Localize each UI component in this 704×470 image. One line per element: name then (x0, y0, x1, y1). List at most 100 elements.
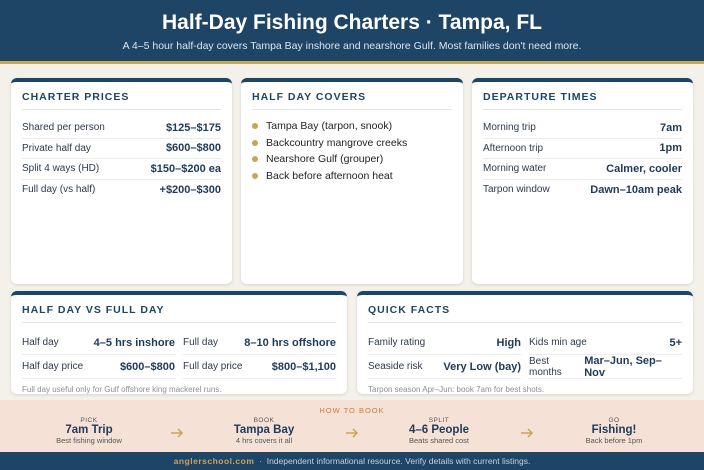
label: Afternoon trip (483, 142, 544, 154)
card-title: HALF DAY COVERS (252, 91, 452, 110)
label: Private half day (22, 142, 91, 154)
value: Calmer, cooler (606, 162, 682, 175)
value: Very Low (bay) (443, 360, 521, 373)
footer-text: Independent informational resource. Veri… (266, 456, 531, 466)
step: PICK 7am Trip Best fishing window (29, 417, 149, 445)
arrow (346, 428, 359, 438)
row: Family rating High (368, 331, 521, 355)
label: Half day (22, 337, 59, 348)
label: Full day (vs half) (22, 184, 96, 196)
bullet (252, 156, 258, 163)
card-title: QUICK FACTS (368, 304, 682, 323)
label: Full day price (183, 361, 243, 372)
step-title: Tampa Bay (233, 424, 295, 436)
label: Full day (183, 337, 219, 348)
compare-grid: Half day 4–5 hrs inshore Full day 8–10 hrs … (22, 331, 336, 379)
subtitle: A 4–5 hour half-day covers Tampa Bay ins… (122, 40, 582, 52)
footer: anglerschool.com · Independent informati… (0, 452, 704, 470)
list-item: Tampa Bay (tarpon, snook) (252, 118, 452, 135)
label: Tarpon window (483, 184, 550, 196)
row: Seaside risk Very Low (bay) (368, 355, 521, 379)
step-title: 7am Trip (65, 424, 113, 436)
row: Split 4 ways (HD) $150–$200 ea (22, 159, 221, 180)
facts-grid: Family rating High Kids min age 5+ Seaside r… (368, 331, 682, 379)
book-title: HOW TO BOOK (319, 406, 385, 415)
value: $600–$800 (119, 360, 175, 373)
step: BOOK Tampa Bay 4 hrs covers it all (204, 417, 324, 445)
bullet (252, 123, 258, 130)
row: Half day price $600–$800 (22, 355, 175, 379)
step-title: 4–6 People (408, 424, 470, 436)
label: Kids min age (529, 337, 587, 348)
step: GO Fishing! Back before 1pm (554, 417, 674, 445)
card-title: DEPARTURE TIMES (483, 91, 682, 110)
row: Afternoon trip 1pm (483, 139, 682, 159)
price-rows: Shared per person $125–$175 Private half d… (22, 118, 221, 200)
value: $800–$1,100 (271, 360, 336, 373)
value: Mar–Jun, Sep–Nov (584, 354, 662, 379)
step-label: BOOK (253, 417, 275, 424)
label: Best months (529, 355, 562, 378)
row: Shared per person $125–$175 (22, 118, 221, 139)
row: Morning water Calmer, cooler (483, 159, 682, 180)
step-label: GO (608, 417, 620, 424)
bullet (252, 139, 258, 146)
label: Half day price (22, 361, 84, 372)
item-text: Back before afternoon heat (266, 169, 393, 182)
step-sub: Best fishing window (56, 436, 122, 445)
value: 8–10 hrs offshore (244, 336, 336, 349)
row: Best months Mar–Jun, Sep–Nov (529, 355, 682, 379)
step-sub: 4 hrs covers it all (235, 436, 293, 445)
step-sub: Back before 1pm (585, 436, 643, 445)
label: Family rating (368, 337, 426, 348)
value: $600–$800 (165, 142, 221, 155)
list-item: Nearshore Gulf (grouper) (252, 151, 452, 168)
how-to-book: HOW TO BOOK PICK 7am Trip Best fishing win… (0, 400, 704, 452)
note: Full day useful only for Gulf offshore k… (22, 385, 222, 394)
value: 4–5 hrs inshore (93, 336, 175, 349)
arrow (171, 428, 184, 438)
row: Full day 8–10 hrs offshore (183, 331, 336, 355)
card-title: HALF DAY VS FULL DAY (22, 304, 336, 323)
card-title: CHARTER PRICES (22, 91, 221, 110)
list-item: Backcountry mangrove creeks (252, 135, 452, 152)
value: 1pm (659, 142, 682, 155)
item-text: Backcountry mangrove creeks (266, 136, 408, 149)
row: Tarpon window Dawn–10am peak (483, 180, 682, 201)
row: Private half day $600–$800 (22, 139, 221, 159)
step: SPLIT 4–6 People Beats shared cost (379, 417, 499, 445)
step-sub: Beats shared cost (408, 436, 470, 445)
cover-list: Tampa Bay (tarpon, snook) Backcountry man… (252, 118, 452, 184)
step-title: Fishing! (591, 424, 637, 436)
compare-card: HALF DAY VS FULL DAY Half day 4–5 hrs ins… (11, 291, 347, 394)
header: Half-Day Fishing Charters · Tampa, FL A … (0, 0, 704, 64)
site: anglerschool.com (173, 456, 255, 466)
list-item: Back before afternoon heat (252, 168, 452, 185)
value: High (496, 336, 521, 349)
value: +$200–$300 (159, 183, 221, 196)
row: Half day 4–5 hrs inshore (22, 331, 175, 355)
label: Morning trip (483, 122, 536, 134)
label: Morning water (483, 163, 547, 175)
item-text: Tampa Bay (tarpon, snook) (266, 120, 393, 133)
step-label: SPLIT (428, 417, 450, 424)
separator: · (259, 456, 262, 466)
departure-rows: Morning trip 7am Afternoon trip 1pm Morning … (483, 118, 682, 200)
departure-card: DEPARTURE TIMES Morning trip 7am Afternoon… (472, 78, 693, 284)
arrow (521, 428, 534, 438)
row: Full day price $800–$1,100 (183, 355, 336, 379)
facts-card: QUICK FACTS Family rating High Kids min ag… (357, 291, 693, 394)
value: 7am (659, 121, 682, 134)
covers-card: HALF DAY COVERS Tampa Bay (tarpon, snook… (241, 78, 463, 284)
note: Tarpon season Apr–Jun: book 7am for best… (368, 385, 545, 394)
row: Morning trip 7am (483, 118, 682, 139)
bullet (252, 172, 258, 179)
value: 5+ (669, 336, 682, 349)
item-text: Nearshore Gulf (grouper) (266, 153, 384, 166)
label: Seaside risk (368, 361, 423, 372)
row: Kids min age 5+ (529, 331, 682, 355)
step-label: PICK (80, 417, 98, 424)
value: $150–$200 ea (150, 162, 221, 175)
